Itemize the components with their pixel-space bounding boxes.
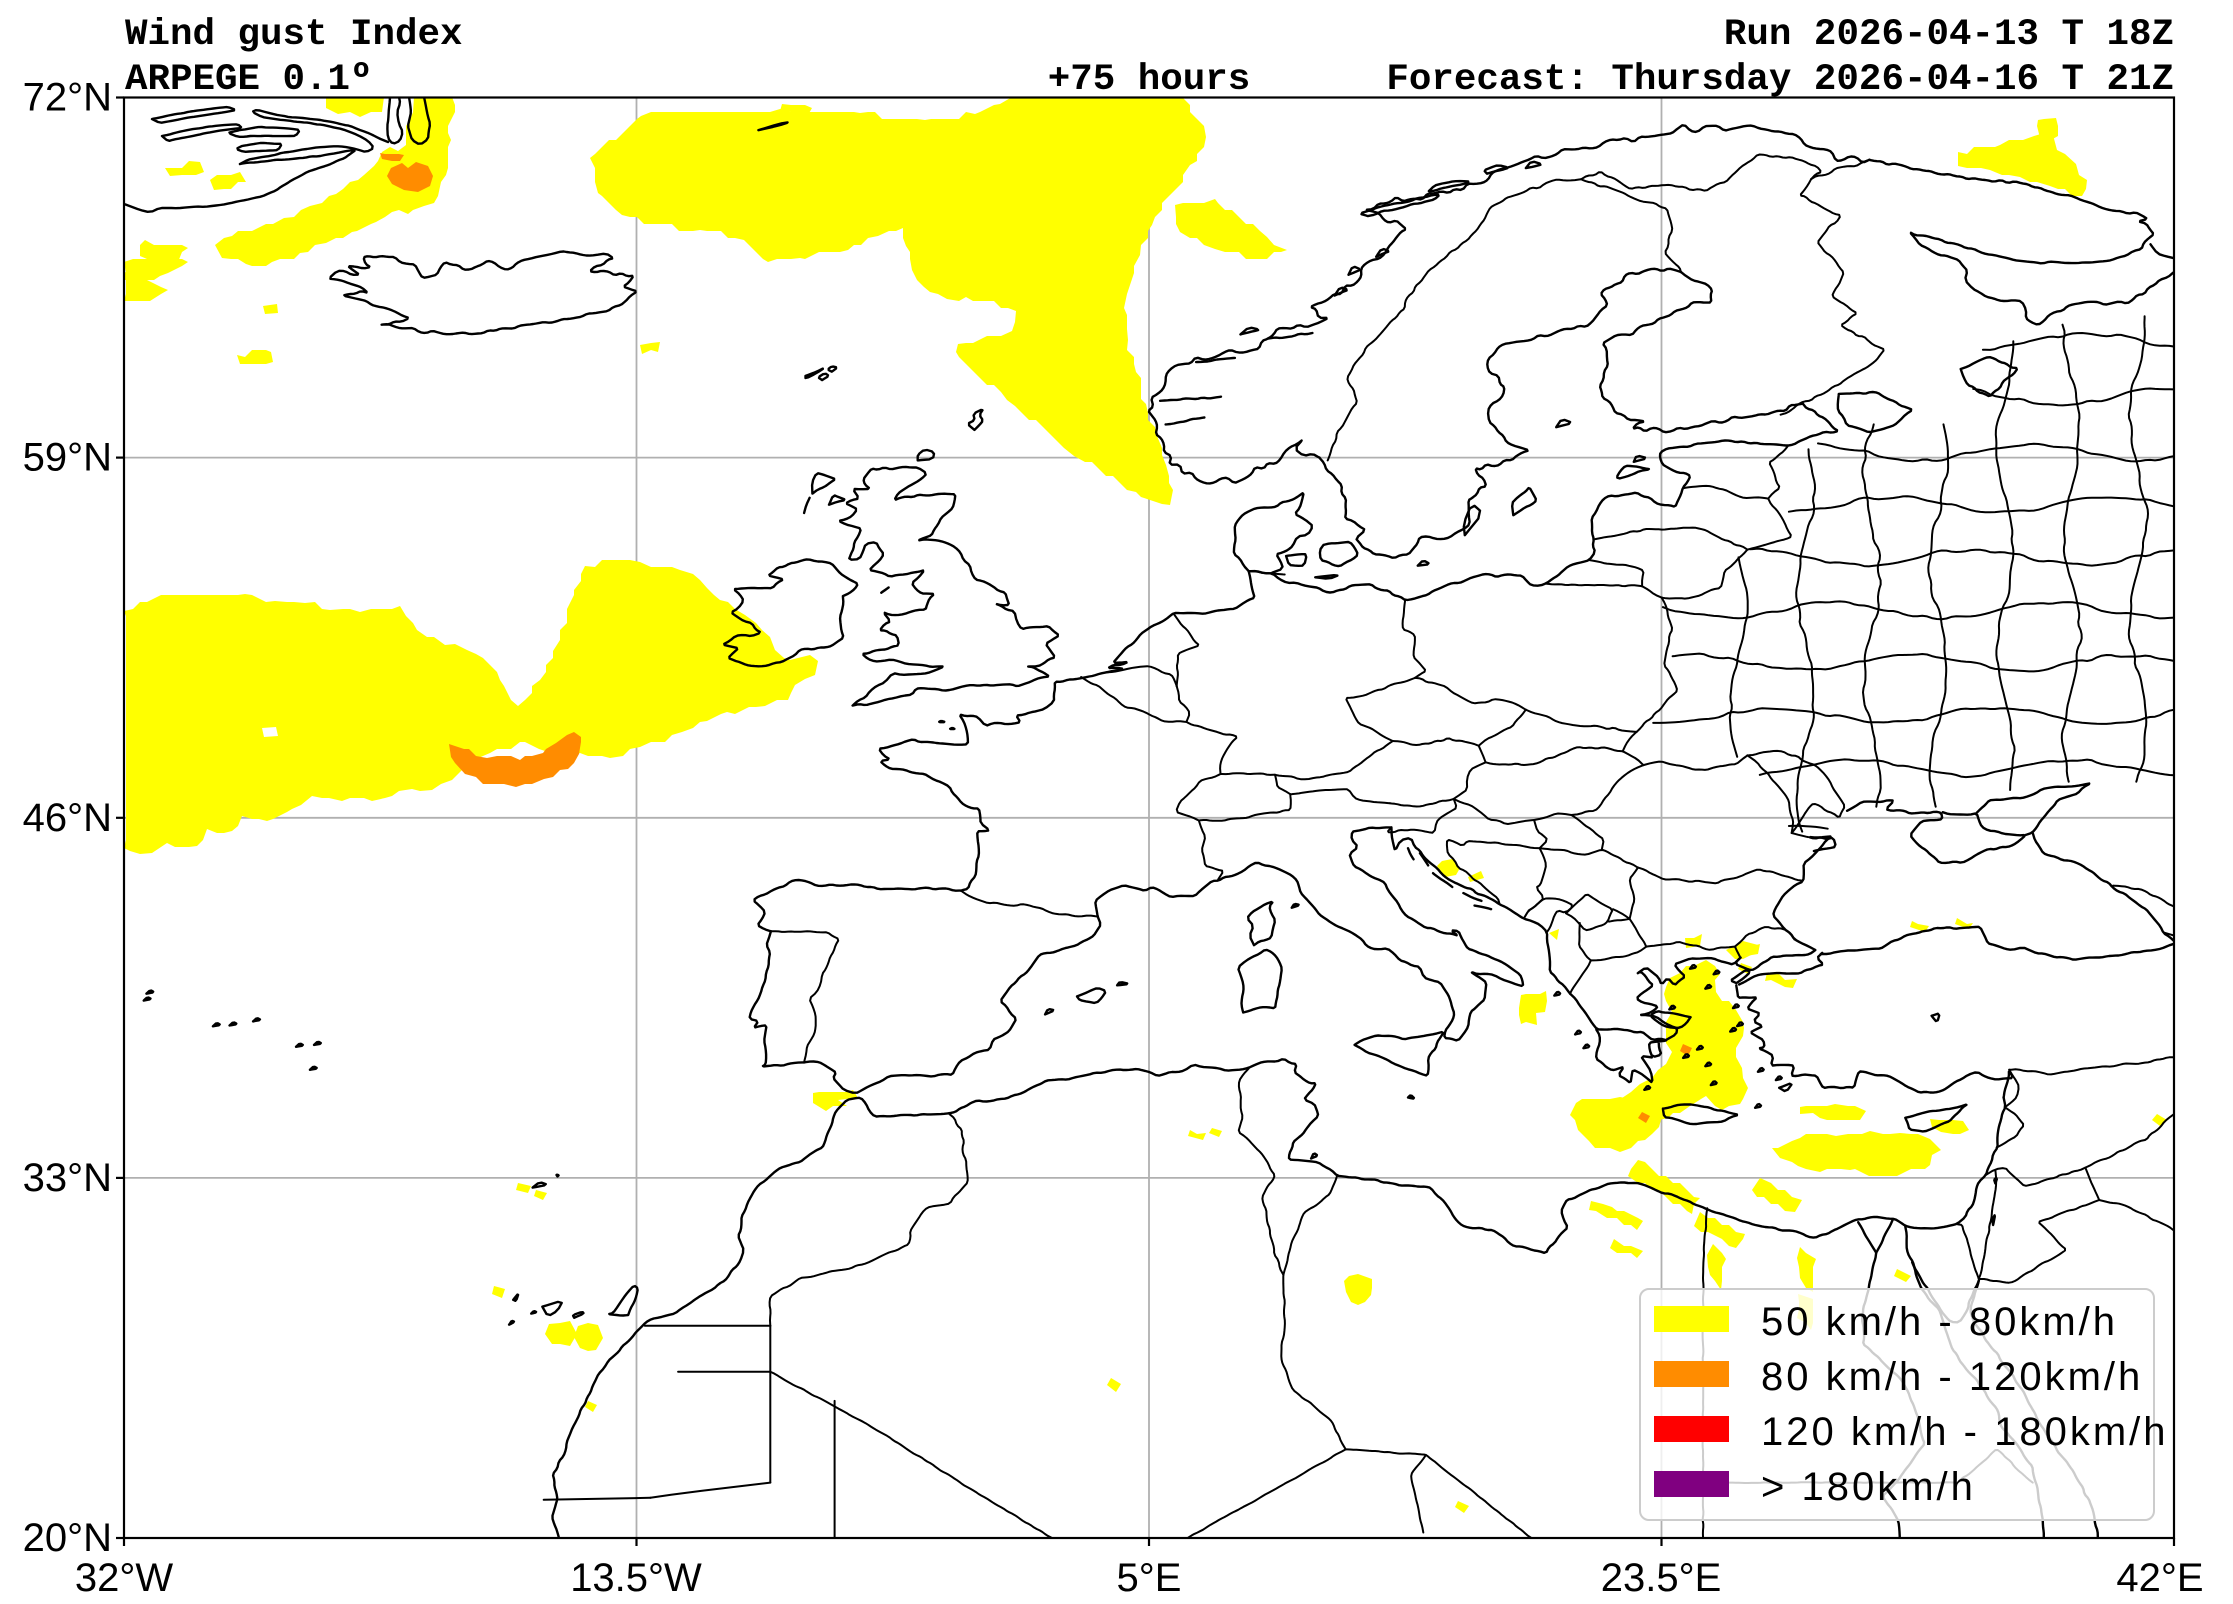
svg-text:33°N: 33°N [23,1156,112,1200]
svg-text:13.5°W: 13.5°W [570,1556,702,1600]
svg-text:50 km/h - 80km/h: 50 km/h - 80km/h [1761,1300,2118,1344]
svg-text:Forecast: Thursday 2026-04-16: Forecast: Thursday 2026-04-16 T 21Z [1386,59,2174,101]
svg-text:80 km/h - 120km/h: 80 km/h - 120km/h [1761,1355,2143,1399]
svg-text:Run 2026-04-13 T 18Z: Run 2026-04-13 T 18Z [1724,14,2174,56]
svg-text:46°N: 46°N [23,796,112,840]
svg-text:> 180km/h: > 180km/h [1761,1465,1976,1509]
svg-text:5°E: 5°E [1117,1556,1182,1600]
svg-text:23.5°E: 23.5°E [1601,1556,1722,1600]
svg-text:ARPEGE 0.1º: ARPEGE 0.1º [125,59,373,101]
svg-text:32°W: 32°W [75,1556,173,1600]
svg-text:72°N: 72°N [23,76,112,120]
svg-text:+75 hours: +75 hours [1048,59,1251,101]
svg-text:42°E: 42°E [2116,1556,2203,1600]
svg-text:59°N: 59°N [23,436,112,480]
svg-text:120 km/h - 180km/h: 120 km/h - 180km/h [1761,1410,2169,1454]
svg-text:Wind gust Index: Wind gust Index [125,14,463,56]
svg-text:20°N: 20°N [23,1516,112,1560]
